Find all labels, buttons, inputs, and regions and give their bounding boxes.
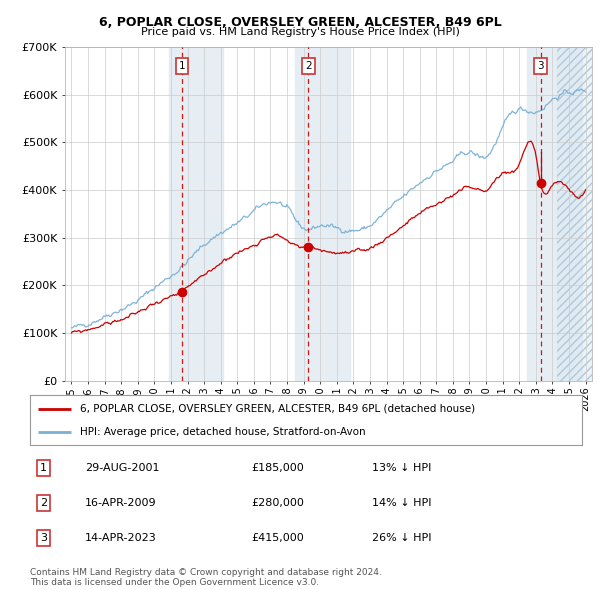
Text: HPI: Average price, detached house, Stratford-on-Avon: HPI: Average price, detached house, Stra… bbox=[80, 427, 365, 437]
Text: 3: 3 bbox=[538, 61, 544, 71]
Bar bbox=[527, 47, 582, 381]
Text: 3: 3 bbox=[40, 533, 47, 543]
Bar bbox=[295, 47, 350, 381]
Text: £185,000: £185,000 bbox=[251, 463, 304, 473]
Text: £280,000: £280,000 bbox=[251, 498, 304, 508]
Text: 1: 1 bbox=[40, 463, 47, 473]
Text: £415,000: £415,000 bbox=[251, 533, 304, 543]
Text: Contains HM Land Registry data © Crown copyright and database right 2024.: Contains HM Land Registry data © Crown c… bbox=[30, 568, 382, 576]
Text: 29-AUG-2001: 29-AUG-2001 bbox=[85, 463, 160, 473]
Text: 26% ↓ HPI: 26% ↓ HPI bbox=[372, 533, 432, 543]
Bar bbox=[557, 47, 592, 381]
Text: 13% ↓ HPI: 13% ↓ HPI bbox=[372, 463, 431, 473]
Text: 14-APR-2023: 14-APR-2023 bbox=[85, 533, 157, 543]
Text: 2: 2 bbox=[305, 61, 312, 71]
Text: 14% ↓ HPI: 14% ↓ HPI bbox=[372, 498, 432, 508]
Text: 6, POPLAR CLOSE, OVERSLEY GREEN, ALCESTER, B49 6PL (detached house): 6, POPLAR CLOSE, OVERSLEY GREEN, ALCESTE… bbox=[80, 404, 475, 414]
Text: Price paid vs. HM Land Registry's House Price Index (HPI): Price paid vs. HM Land Registry's House … bbox=[140, 27, 460, 37]
Text: This data is licensed under the Open Government Licence v3.0.: This data is licensed under the Open Gov… bbox=[30, 578, 319, 587]
Bar bbox=[169, 47, 223, 381]
Text: 1: 1 bbox=[179, 61, 185, 71]
Bar bbox=[557, 47, 592, 381]
Text: 2: 2 bbox=[40, 498, 47, 508]
Text: 16-APR-2009: 16-APR-2009 bbox=[85, 498, 157, 508]
Text: 6, POPLAR CLOSE, OVERSLEY GREEN, ALCESTER, B49 6PL: 6, POPLAR CLOSE, OVERSLEY GREEN, ALCESTE… bbox=[98, 16, 502, 29]
